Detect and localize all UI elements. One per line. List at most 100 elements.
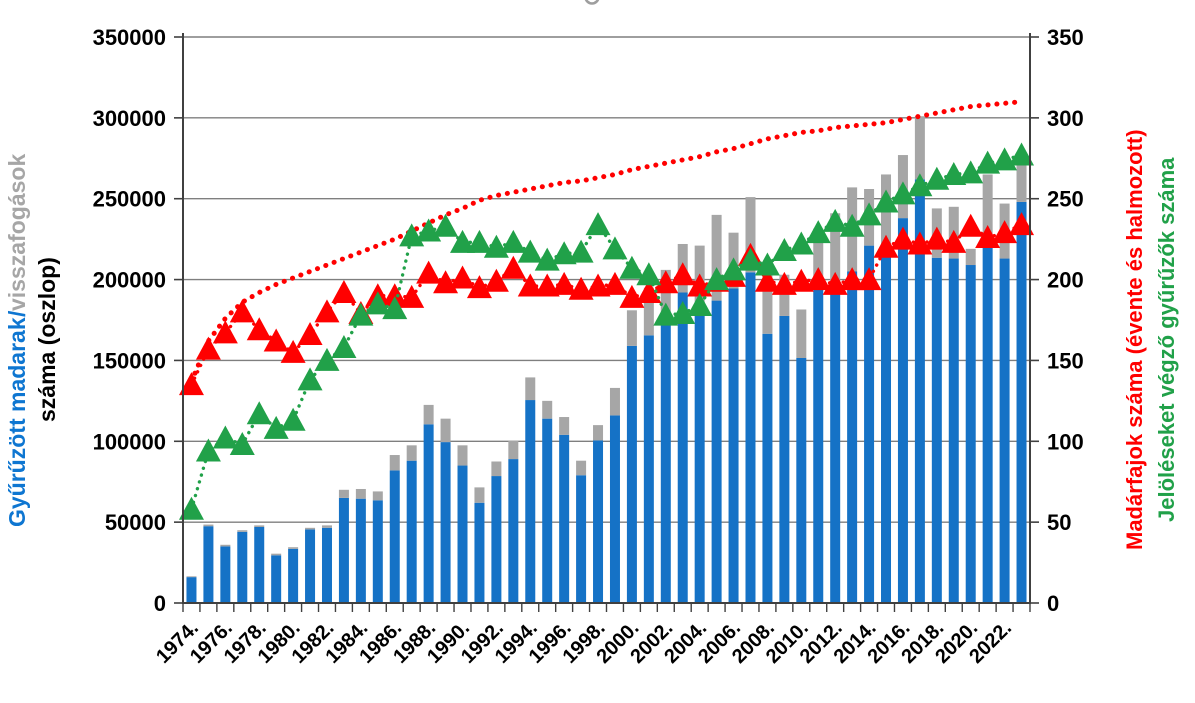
series-ringers-marker-2002 xyxy=(653,302,679,326)
bar-ringed-2002 xyxy=(660,317,671,603)
series-ringers-marker-2007 xyxy=(737,247,763,271)
series-ringers-marker-2023 xyxy=(1009,142,1035,166)
series-ringers-marker-1986 xyxy=(382,296,408,320)
bar-recaptures-1994 xyxy=(525,377,536,401)
bar-recaptures-1974 xyxy=(186,576,197,578)
line-species-cumulative xyxy=(188,99,1025,384)
bar-ringed-1992 xyxy=(491,476,502,603)
right-tick-250: 250 xyxy=(1047,187,1084,212)
series-ringers-marker-2004 xyxy=(687,292,713,316)
series-ringers-marker-2010 xyxy=(788,231,814,255)
series-species-annual xyxy=(178,212,1035,396)
bar-ringed-1978 xyxy=(254,526,265,603)
series-species-annual-marker-1983 xyxy=(331,280,357,304)
bar-recaptures-1982 xyxy=(321,525,332,528)
bar-recaptures-1991 xyxy=(474,487,485,503)
bar-ringed-1999 xyxy=(609,415,620,603)
series-ringers-marker-1985 xyxy=(365,291,391,315)
bar-ringed-1984 xyxy=(355,498,366,603)
bar-recaptures-2001 xyxy=(643,287,654,336)
series-species-annual-marker-1975 xyxy=(195,336,221,360)
bar-ringed-2021 xyxy=(982,242,993,603)
series-ringers-marker-2009 xyxy=(771,237,797,261)
bar-recaptures-1987 xyxy=(406,445,417,461)
series-ringers-marker-1995 xyxy=(534,247,560,271)
series-species-annual-marker-2019 xyxy=(941,229,967,253)
bar-ringed-2011 xyxy=(813,286,824,603)
series-species-annual-marker-1982 xyxy=(314,299,340,323)
bar-ringed-2015 xyxy=(881,243,892,603)
left-axis-title-line2: száma (oszlop) xyxy=(34,257,60,423)
bar-recaptures-1979 xyxy=(271,553,282,556)
bar-recaptures-1975 xyxy=(203,524,214,527)
series-ringers-marker-1997 xyxy=(568,239,594,263)
bar-recaptures-1980 xyxy=(288,547,299,549)
right-tick-300: 300 xyxy=(1047,106,1084,131)
right-axis-title-species: Madárfajok száma (évente és halmozott) xyxy=(1122,129,1147,551)
bar-ringed-2016 xyxy=(897,218,908,603)
series-ringers-marker-2014 xyxy=(856,202,882,226)
clipped-title-glyph xyxy=(584,0,600,5)
series-ringers-marker-1977 xyxy=(229,432,255,456)
series-species-annual-marker-1978 xyxy=(246,317,272,341)
bar-ringed-2014 xyxy=(864,245,875,603)
bar-recaptures-2009 xyxy=(779,274,790,316)
bar-ringed-1981 xyxy=(305,529,316,603)
series-species-annual-marker-2022 xyxy=(992,220,1018,244)
bar-recaptures-2010 xyxy=(796,309,807,359)
series-species-annual-marker-2011 xyxy=(805,267,831,291)
right-axis-title-ringers: Jelöléseket végző gyűrűzők száma xyxy=(1154,157,1179,523)
series-ringers-marker-2015 xyxy=(873,189,899,213)
right-tick-50: 50 xyxy=(1047,510,1071,535)
bar-ringed-2008 xyxy=(762,333,773,603)
bar-ringed-1986 xyxy=(389,470,400,603)
bar-recaptures-2017 xyxy=(914,116,925,180)
axis-ticks xyxy=(174,36,1039,612)
bar-recaptures-2023 xyxy=(1016,153,1027,202)
bar-ringed-2017 xyxy=(914,179,925,603)
bar-ringed-2001 xyxy=(643,335,654,603)
left-tick-0: 0 xyxy=(154,591,166,616)
left-axis-title-ringed: Gyűrűzött madarak xyxy=(4,317,30,527)
series-species-annual-marker-1981 xyxy=(297,322,323,346)
series-ringers-marker-1974 xyxy=(178,496,204,520)
series-species-annual-marker-1979 xyxy=(263,328,289,352)
series-species-annual-marker-1990 xyxy=(450,265,476,289)
series-ringers-marker-1981 xyxy=(297,367,323,391)
series-ringers-marker-1984 xyxy=(348,302,374,326)
series-ringers-marker-2013 xyxy=(839,213,865,237)
bar-recaptures-1996 xyxy=(559,417,570,435)
bar-ringed-1977 xyxy=(237,531,248,603)
bar-ringed-1982 xyxy=(321,527,332,603)
bar-recaptures-1988 xyxy=(423,404,434,425)
bar-ringed-1990 xyxy=(457,465,468,603)
left-tick-250000: 250000 xyxy=(93,187,166,212)
bar-ringed-1993 xyxy=(508,459,519,603)
bar-recaptures-2005 xyxy=(711,214,722,301)
left-tick-350000: 350000 xyxy=(93,25,166,50)
bar-recaptures-1978 xyxy=(254,525,265,527)
series-ringers-marker-1994 xyxy=(517,239,543,263)
bar-recaptures-1997 xyxy=(576,460,587,476)
bar-ringed-1975 xyxy=(203,526,214,603)
series-species-annual-marker-1994 xyxy=(517,273,543,297)
series-ringers-marker-2017 xyxy=(907,173,933,197)
bar-ringed-1983 xyxy=(338,497,349,603)
bar-ringed-2005 xyxy=(711,300,722,603)
series-species-annual-marker-2016 xyxy=(890,226,916,250)
bar-recaptures-1992 xyxy=(491,461,502,477)
series-species-annual-marker-2018 xyxy=(924,226,950,250)
bar-ringed-2009 xyxy=(779,315,790,603)
bar-ringed-2003 xyxy=(677,292,688,603)
series-ringers-marker-1982 xyxy=(314,347,340,371)
bar-ringed-1997 xyxy=(576,475,587,603)
series-ringers-marker-2016 xyxy=(890,181,916,205)
left-tick-150000: 150000 xyxy=(93,348,166,373)
bar-ringed-1974 xyxy=(186,577,197,603)
bar-recaptures-2000 xyxy=(626,310,637,346)
series-ringers-marker-1989 xyxy=(433,213,459,237)
series-ringers-marker-1996 xyxy=(551,241,577,265)
bar-recaptures-1977 xyxy=(237,530,248,532)
series-species-annual-marker-1999 xyxy=(602,271,628,295)
